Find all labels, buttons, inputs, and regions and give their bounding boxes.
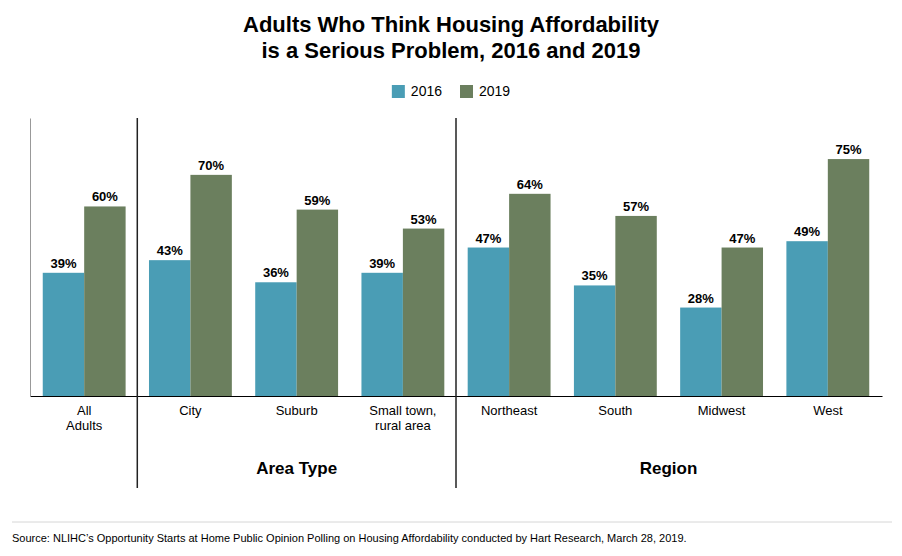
bar xyxy=(468,248,509,396)
x-tick-label: Small town,rural area xyxy=(369,403,436,433)
source: Source: NLIHC’s Opportunity Starts at Ho… xyxy=(12,532,687,544)
section-label: Region xyxy=(640,459,698,478)
x-tick: West xyxy=(813,396,843,418)
data-label: 49% xyxy=(794,224,820,239)
bar xyxy=(190,175,231,396)
data-label: 60% xyxy=(92,189,118,204)
y-axis-line xyxy=(30,119,31,397)
x-tick-label: City xyxy=(179,403,202,418)
data-label: 75% xyxy=(836,142,862,157)
data-label: 39% xyxy=(369,256,395,271)
x-tick-label: West xyxy=(813,403,843,418)
bar xyxy=(680,308,721,396)
x-tick-label: Midwest xyxy=(698,403,746,418)
title: Adults Who Think Housing Affordabilityis… xyxy=(243,12,660,63)
bar xyxy=(297,210,338,396)
data-label: 28% xyxy=(688,291,714,306)
data-label: 53% xyxy=(411,212,437,227)
bar xyxy=(574,285,615,396)
bar xyxy=(615,216,656,396)
x-tick: Northeast xyxy=(481,396,538,418)
plot: 39% 43% 36% 39% 47% 35% 28% 49% 60% 70% 59% 53% 64% 5… xyxy=(31,118,883,488)
bar xyxy=(43,273,84,396)
legend-label: 2016 xyxy=(411,83,442,99)
data-label: 39% xyxy=(50,256,76,271)
data-label: 57% xyxy=(623,199,649,214)
legend: 2016 2019 xyxy=(392,83,511,99)
source-rule xyxy=(12,522,892,523)
x-tick: Midwest xyxy=(698,396,746,418)
chart: Adults Who Think Housing Affordabilityis… xyxy=(0,0,902,556)
legend-item: 2016 xyxy=(392,83,442,99)
bar xyxy=(403,229,444,396)
separator xyxy=(455,118,457,488)
bar xyxy=(149,260,190,396)
x-tick: City xyxy=(179,396,202,418)
x-tick-label: Northeast xyxy=(481,403,538,418)
data-label: 36% xyxy=(263,265,289,280)
x-tick: Suburb xyxy=(276,396,318,418)
bar xyxy=(722,248,763,396)
legend-swatch xyxy=(392,85,405,98)
x-tick-label: AllAdults xyxy=(66,403,103,433)
x-tick-label: South xyxy=(598,403,632,418)
data-label: 43% xyxy=(157,243,183,258)
data-label: 47% xyxy=(475,231,501,246)
data-label: 59% xyxy=(304,193,330,208)
separator xyxy=(137,118,139,488)
y-axis xyxy=(30,119,31,397)
bar xyxy=(509,194,550,396)
bar-series xyxy=(84,159,869,396)
legend-item: 2019 xyxy=(460,83,510,99)
bar xyxy=(84,206,125,396)
legend-swatch xyxy=(460,85,473,98)
x-tick-label: Suburb xyxy=(276,403,318,418)
bar xyxy=(828,159,869,396)
legend-label: 2019 xyxy=(479,83,510,99)
section-label: Area Type xyxy=(256,459,337,478)
bar xyxy=(361,273,402,396)
x-tick: AllAdults xyxy=(66,396,103,433)
data-label: 47% xyxy=(729,231,755,246)
data-label: 70% xyxy=(198,158,224,173)
x-tick: South xyxy=(598,396,632,418)
data-label: 64% xyxy=(517,177,543,192)
bar xyxy=(786,241,827,396)
data-label: 35% xyxy=(582,268,608,283)
bar xyxy=(255,282,296,396)
x-tick: Small town,rural area xyxy=(369,396,436,433)
